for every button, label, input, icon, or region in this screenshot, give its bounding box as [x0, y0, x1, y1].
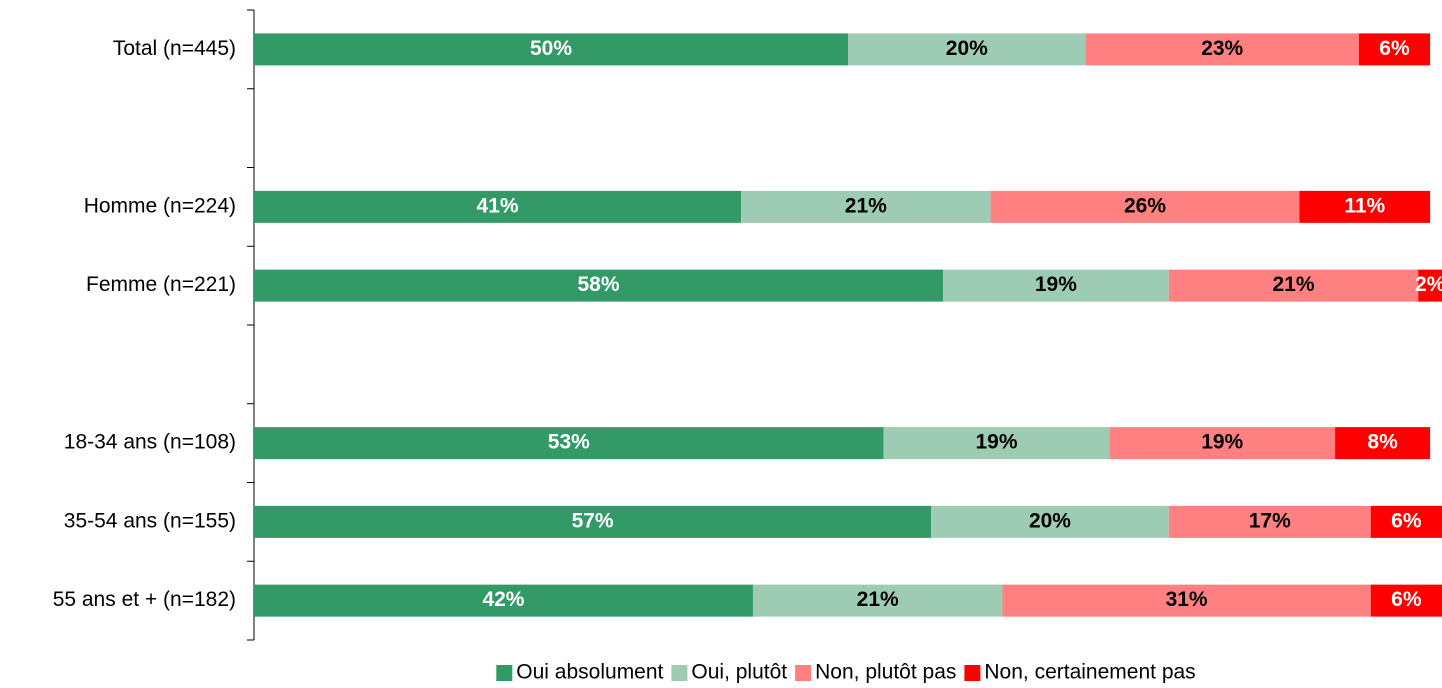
bar-segment [254, 427, 884, 460]
value-label: 19% [975, 431, 1017, 454]
legend-label: Non, plutôt pas [815, 661, 956, 684]
value-label: 6% [1391, 588, 1422, 611]
value-label: 31% [1166, 588, 1208, 611]
value-label: 20% [1029, 509, 1071, 532]
legend-swatch [795, 665, 812, 681]
value-label: 6% [1379, 37, 1410, 60]
y-tick-label: Homme (n=224) [84, 194, 236, 217]
value-label: 21% [1272, 273, 1314, 296]
bar-segment [1085, 33, 1359, 66]
y-tick-label: Total (n=445) [113, 37, 236, 60]
legend-swatch [496, 665, 513, 681]
value-label: 2% [1415, 273, 1442, 296]
bar-segment [254, 584, 753, 617]
value-label: 57% [572, 509, 614, 532]
legend-swatch [964, 665, 981, 681]
bar-segment [883, 427, 1110, 460]
bar-segment [1335, 427, 1431, 460]
y-tick-label: 55 ans et + (n=182) [53, 588, 236, 611]
bar-segment [1168, 505, 1371, 538]
bar-segment [931, 505, 1169, 538]
value-label: 41% [477, 194, 519, 217]
bar-segment [943, 269, 1169, 302]
value-label: 26% [1124, 194, 1166, 217]
value-label: 42% [482, 588, 524, 611]
legend-label: Non, certainement pas [984, 661, 1195, 684]
value-label: 17% [1249, 509, 1291, 532]
value-label: 23% [1201, 37, 1243, 60]
bar-segment [1299, 190, 1431, 223]
legend-label: Oui absolument [516, 661, 663, 684]
bar-segment [254, 505, 932, 538]
bar-segment [848, 33, 1086, 66]
value-label: 19% [1201, 431, 1243, 454]
value-label: 21% [857, 588, 899, 611]
legend-label: Oui, plutôt [691, 661, 787, 684]
bar-segment [254, 269, 944, 302]
value-label: 21% [845, 194, 887, 217]
bar-segment [1418, 269, 1442, 302]
value-label: 53% [548, 431, 590, 454]
bar-segment [1370, 505, 1442, 538]
bar-segment [752, 584, 1003, 617]
bar-segment [990, 190, 1300, 223]
y-tick-label: 18-34 ans (n=108) [64, 431, 236, 454]
value-label: 19% [1035, 273, 1077, 296]
value-label: 6% [1391, 509, 1422, 532]
bar-segment [1002, 584, 1371, 617]
bar-segment [1109, 427, 1336, 460]
value-label: 58% [578, 273, 620, 296]
bar-segment [254, 190, 742, 223]
value-label: 8% [1367, 431, 1398, 454]
value-label: 11% [1344, 194, 1385, 217]
value-label: 50% [530, 37, 572, 60]
y-tick-label: 35-54 ans (n=155) [64, 509, 236, 532]
bar-segment [254, 33, 848, 66]
bar-segment [741, 190, 991, 223]
value-label: 20% [946, 37, 988, 60]
bar-segment [1358, 33, 1431, 66]
bar-segment [1370, 584, 1442, 617]
bar-segment [1168, 269, 1419, 302]
legend-swatch [671, 665, 688, 681]
y-tick-label: Femme (n=221) [86, 273, 236, 296]
